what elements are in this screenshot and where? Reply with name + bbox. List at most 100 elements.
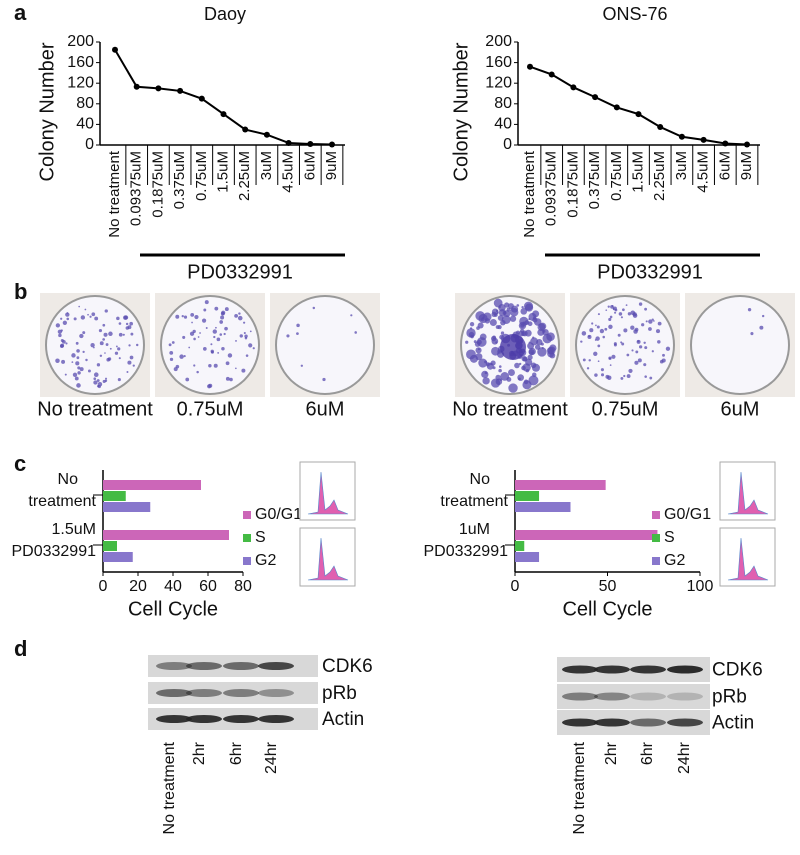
histogram-peak [727,537,769,581]
colony [243,321,246,324]
x-tick-label: 6uM [301,151,318,180]
colony [597,344,601,348]
colony [608,324,613,330]
x-axis-label: Cell Cycle [562,598,652,620]
colony [350,314,353,317]
colony [227,353,233,358]
blot-band [562,692,598,701]
colony [643,363,647,367]
colony [645,320,648,323]
legend-label: G0/G1 [664,506,711,523]
plate [690,295,790,395]
colony [651,318,654,321]
colony [76,383,81,388]
lane-label: 2hr [603,741,620,765]
colony [118,322,122,325]
colony [519,316,529,327]
colony [581,331,587,336]
colony [215,326,217,329]
colony [499,334,505,340]
data-point [635,111,642,118]
colony [482,377,490,385]
colony [580,340,583,343]
colony [522,321,526,325]
colony [508,383,518,393]
colony [495,325,500,330]
colony [181,315,184,318]
colony [224,326,228,331]
colony [175,314,180,319]
y-tick-label: 160 [67,54,94,71]
colony [662,353,665,357]
legend-label: G2 [664,552,685,569]
colony [594,339,597,341]
colony [225,376,230,381]
x-axis-label: PD0332991 [597,261,703,283]
data-point [548,71,555,78]
colony [480,318,485,322]
bar [515,491,540,501]
colony [617,333,621,337]
colony [498,365,502,368]
colony [547,350,555,358]
colony [540,342,544,346]
colony [665,346,671,351]
colony [123,315,128,320]
x-tick-label: 100 [687,578,714,595]
blot-band [156,689,192,697]
blot-band [594,718,630,727]
colony [537,347,547,357]
bar [515,552,540,562]
colony [523,301,534,311]
colony [102,338,106,341]
colony [238,312,241,315]
colony [589,328,594,333]
blot-band [594,665,630,674]
colony [182,335,186,339]
x-tick-label: 80 [234,578,252,595]
colony [469,322,475,327]
legend-swatch [243,557,251,565]
colony [64,373,67,376]
data-point [570,84,577,91]
colony [107,357,112,361]
legend-swatch [652,534,660,542]
colony [630,325,635,330]
colony [82,331,86,335]
y-axis-label: Colony Number [36,42,58,181]
x-tick-label: 0 [511,578,520,595]
colony [312,306,316,310]
plate-label: 6uM [306,398,345,420]
x-tick-label: 0.09375uM [128,151,145,226]
x-axis-label: PD0332991 [187,261,293,283]
colony [630,310,636,315]
colony [518,330,525,337]
y-tick-label: No treatment [28,471,96,510]
colony [322,377,326,382]
colony [613,343,617,347]
colony [549,344,557,352]
colony [249,330,252,333]
colony [221,346,225,351]
colony [75,341,79,345]
colony [196,370,199,374]
colony [659,359,664,364]
colony [74,376,79,381]
x-tick-label: 0.75uM [608,151,625,201]
colony [194,314,199,320]
data-point [198,95,205,102]
colony [89,315,92,318]
colony [489,363,493,366]
colony [623,374,626,378]
colony [354,331,357,334]
blot-band [258,662,294,670]
colony [202,347,207,351]
x-tick-label: No treatment [106,150,123,238]
colony [638,302,643,306]
colony [481,370,489,379]
colony [635,350,639,354]
colony [171,341,175,344]
colony [469,327,473,330]
colony [609,315,613,319]
colony [93,372,99,377]
